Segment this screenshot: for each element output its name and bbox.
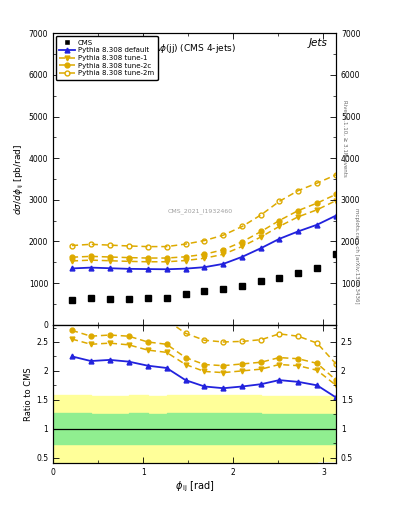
Text: Rivet 3.1.10, ≥ 3.1M events: Rivet 3.1.10, ≥ 3.1M events	[342, 100, 347, 177]
Text: $\Delta\phi$(jj) (CMS 4-jets): $\Delta\phi$(jj) (CMS 4-jets)	[153, 42, 236, 55]
Text: 13000 GeV pp: 13000 GeV pp	[62, 38, 144, 48]
Text: CMS_2021_I1932460: CMS_2021_I1932460	[168, 208, 233, 214]
Text: Jets: Jets	[309, 38, 327, 48]
Text: mcplots.cern.ch [arXiv:1306.3436]: mcplots.cern.ch [arXiv:1306.3436]	[354, 208, 359, 304]
Y-axis label: $d\sigma/d\phi_{\rm\,ij}$ [pb/rad]: $d\sigma/d\phi_{\rm\,ij}$ [pb/rad]	[13, 143, 26, 215]
X-axis label: $\phi_{\rm\,ij}$ [rad]: $\phi_{\rm\,ij}$ [rad]	[174, 480, 215, 495]
Y-axis label: Ratio to CMS: Ratio to CMS	[24, 367, 33, 421]
Legend: CMS, Pythia 8.308 default, Pythia 8.308 tune-1, Pythia 8.308 tune-2c, Pythia 8.3: CMS, Pythia 8.308 default, Pythia 8.308 …	[56, 36, 158, 80]
